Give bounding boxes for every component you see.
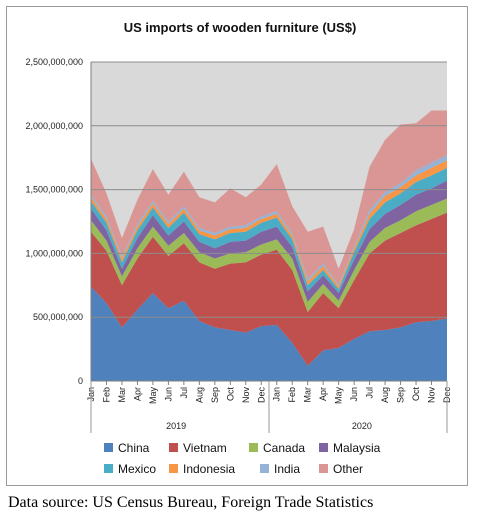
x-tick-label: May	[334, 387, 344, 405]
legend-swatch-mexico	[104, 464, 113, 473]
y-tick-label: 0	[78, 376, 83, 386]
x-tick-label: Feb	[287, 387, 297, 403]
legend-swatch-vietnam	[169, 443, 178, 452]
legend-swatch-china	[104, 443, 113, 452]
area-series-china	[91, 286, 447, 381]
x-tick-label: Mar	[303, 387, 313, 403]
legend-label-indonesia: Indonesia	[183, 462, 235, 476]
area-series-vietnam	[91, 212, 447, 366]
x-tick-label: Apr	[132, 387, 142, 401]
year-label: 2019	[166, 421, 186, 431]
x-tick-label: Oct	[411, 387, 421, 402]
legend-label-other: Other	[333, 462, 363, 476]
y-tick-label: 2,500,000,000	[25, 57, 83, 67]
x-tick-label: Dec	[256, 387, 266, 404]
x-tick-label: Apr	[318, 387, 328, 401]
y-tick-label: 1,000,000,000	[25, 248, 83, 258]
x-tick-label: Oct	[225, 387, 235, 402]
x-tick-label: Nov	[427, 387, 437, 404]
legend-swatch-canada	[249, 443, 258, 452]
x-tick-label: Jun	[163, 387, 173, 402]
x-tick-label: Jul	[179, 387, 189, 399]
legend-swatch-other	[319, 464, 328, 473]
legend-label-india: India	[274, 462, 300, 476]
legend-swatch-malaysia	[319, 443, 328, 452]
legend-label-china: China	[118, 441, 150, 455]
legend-label-mexico: Mexico	[118, 462, 156, 476]
x-tick-label: Sep	[396, 387, 406, 403]
area-series-other	[91, 110, 447, 286]
x-tick-label: Nov	[241, 387, 251, 404]
chart-title: US imports of wooden furniture (US$)	[123, 20, 357, 35]
x-tick-label: Feb	[101, 387, 111, 403]
x-tick-label: Jan	[272, 387, 282, 402]
x-tick-label: Mar	[117, 387, 127, 403]
y-tick-label: 1,500,000,000	[25, 185, 83, 195]
legend-label-malaysia: Malaysia	[333, 441, 381, 455]
year-label: 2020	[352, 421, 372, 431]
chart-canvas: 0 500,000,000 1,000,000,000 1,500,000,000 2,…	[25, 57, 452, 476]
x-tick-label: Sep	[210, 387, 220, 403]
legend-swatch-india	[260, 464, 269, 473]
data-source-note: Data source: US Census Bureau, Foreign T…	[8, 494, 374, 511]
y-tick-label: 2,000,000,000	[25, 121, 83, 131]
y-tick-label: 500,000,000	[33, 312, 83, 322]
legend-swatch-indonesia	[169, 464, 178, 473]
x-tick-label: Jul	[365, 387, 375, 399]
x-tick-label: Aug	[194, 387, 204, 403]
legend-label-vietnam: Vietnam	[183, 441, 227, 455]
area-series-malaysia	[91, 180, 447, 302]
x-tick-label: May	[148, 387, 158, 405]
x-tick-label: Jun	[349, 387, 359, 402]
legend-label-canada: Canada	[263, 441, 305, 455]
x-tick-label: Aug	[380, 387, 390, 403]
